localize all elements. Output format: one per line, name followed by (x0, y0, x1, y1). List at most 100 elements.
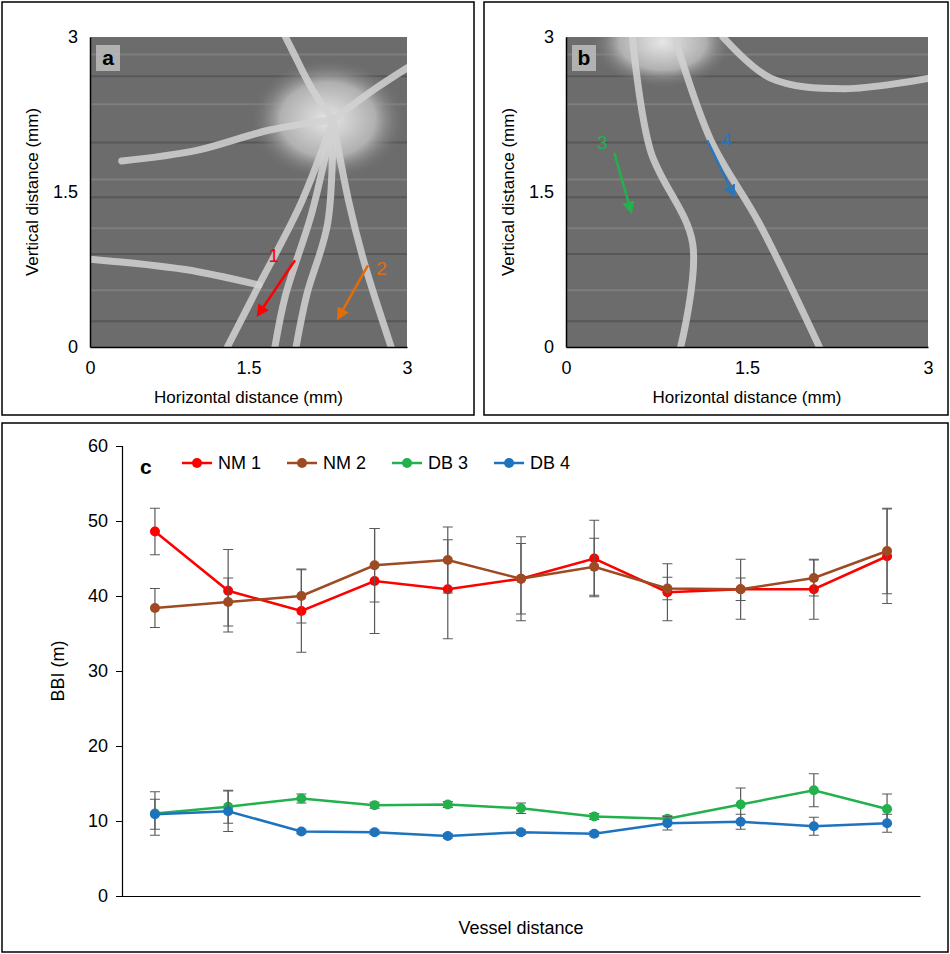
photo-streak (90, 179, 407, 181)
tick-label: 3 (923, 358, 933, 378)
tick: 1.5 (53, 182, 90, 202)
series-line (155, 790, 887, 819)
axis-line (567, 347, 929, 349)
axis-line (116, 447, 123, 897)
series-marker (150, 603, 160, 613)
photo-vessel (122, 120, 333, 161)
series-marker (736, 817, 746, 827)
series-marker (589, 562, 599, 572)
series-marker (223, 806, 233, 816)
legend-item: NM 2 (287, 453, 366, 473)
annotation-label: 1 (269, 245, 280, 266)
error-bar (589, 538, 599, 595)
annotation-label: 4 (721, 129, 732, 150)
tick-label: 3 (402, 358, 412, 378)
photo-ground (566, 37, 928, 347)
error-bar (516, 544, 526, 615)
photo-vessel (90, 259, 259, 285)
series-marker (150, 809, 160, 819)
legend-item: NM 1 (182, 453, 261, 473)
photo-disc (590, 37, 735, 89)
tick-label: 10 (88, 811, 108, 831)
error-bar (516, 803, 526, 814)
image-panel-b: 01.5301.53Vertical distance (mm)Horizont… (499, 0, 934, 407)
legend-swatch-marker (297, 458, 307, 468)
error-bar (370, 529, 380, 634)
series-marker (516, 574, 526, 584)
tick: 3 (402, 347, 412, 378)
tick: 1.5 (529, 182, 566, 202)
tick-label: 1.5 (236, 358, 261, 378)
error-bar (223, 550, 233, 633)
error-bar (809, 560, 819, 596)
error-bar (296, 794, 306, 803)
tick-label: 1.5 (529, 182, 554, 202)
annotation-arrow (258, 260, 295, 315)
tick-label: 40 (88, 586, 108, 606)
series-marker (809, 821, 819, 831)
tick-label: 1.5 (735, 358, 760, 378)
series-marker (296, 591, 306, 601)
tick: 60 (88, 436, 122, 456)
error-bar (223, 578, 233, 626)
photo-streak (566, 179, 928, 181)
series-2 (150, 774, 892, 836)
photo-streak (566, 227, 928, 229)
line-panel-c: 0102030405060BBI (m)Vessel distancecNM 1… (48, 436, 921, 938)
photo-streak (90, 227, 407, 229)
series-marker (150, 809, 160, 819)
photo (566, 37, 928, 347)
series-marker (223, 597, 233, 607)
series-marker (736, 584, 746, 594)
tick: 0 (98, 886, 122, 906)
photo (90, 37, 407, 347)
series-marker (443, 800, 453, 810)
tick-label: 0 (98, 886, 108, 906)
series-3 (150, 791, 892, 841)
error-bar (150, 508, 160, 555)
x-axis: 01.53 (561, 347, 933, 378)
legend-swatch-marker (402, 458, 412, 468)
series-marker (882, 546, 892, 556)
series-marker (370, 800, 380, 810)
tick-label: 30 (88, 661, 108, 681)
tick: 3 (544, 27, 566, 47)
series-marker (589, 829, 599, 839)
tick-label: 0 (85, 358, 95, 378)
photo-vessel (632, 37, 693, 347)
tick: 30 (88, 661, 122, 681)
tick: 10 (88, 811, 122, 831)
axis-line (91, 347, 408, 349)
axis-line (123, 896, 921, 897)
panel-letter: c (140, 455, 152, 478)
photo-vessel (227, 120, 333, 347)
error-bar (736, 559, 746, 619)
series-marker (516, 803, 526, 813)
tick: 0 (544, 337, 566, 357)
photo-ground (90, 37, 407, 347)
legend-label: DB 4 (530, 453, 570, 473)
photo-vessel (275, 120, 333, 347)
series-marker (370, 827, 380, 837)
tick: 1.5 (735, 347, 760, 378)
tick-label: 1.5 (53, 182, 78, 202)
series-marker (736, 800, 746, 810)
error-bar (296, 569, 306, 623)
error-bar (809, 774, 819, 807)
panel-letter: a (102, 46, 114, 69)
error-bar (809, 559, 819, 619)
panel-letter-patch (96, 45, 120, 71)
tick-label: 3 (68, 27, 78, 47)
tick-mark (116, 896, 122, 897)
y-axis-title: BBI (m) (48, 641, 68, 702)
tick-label: 3 (544, 27, 554, 47)
error-bar (150, 792, 160, 836)
y-axis: 01.53 (53, 27, 91, 357)
legend-item: DB 3 (392, 453, 468, 473)
axis-line (566, 38, 568, 348)
photo-vessel (296, 120, 333, 347)
error-bar (443, 527, 453, 593)
tick-mark (116, 746, 122, 747)
series-marker (809, 785, 819, 795)
annotation-label: 2 (376, 258, 387, 279)
